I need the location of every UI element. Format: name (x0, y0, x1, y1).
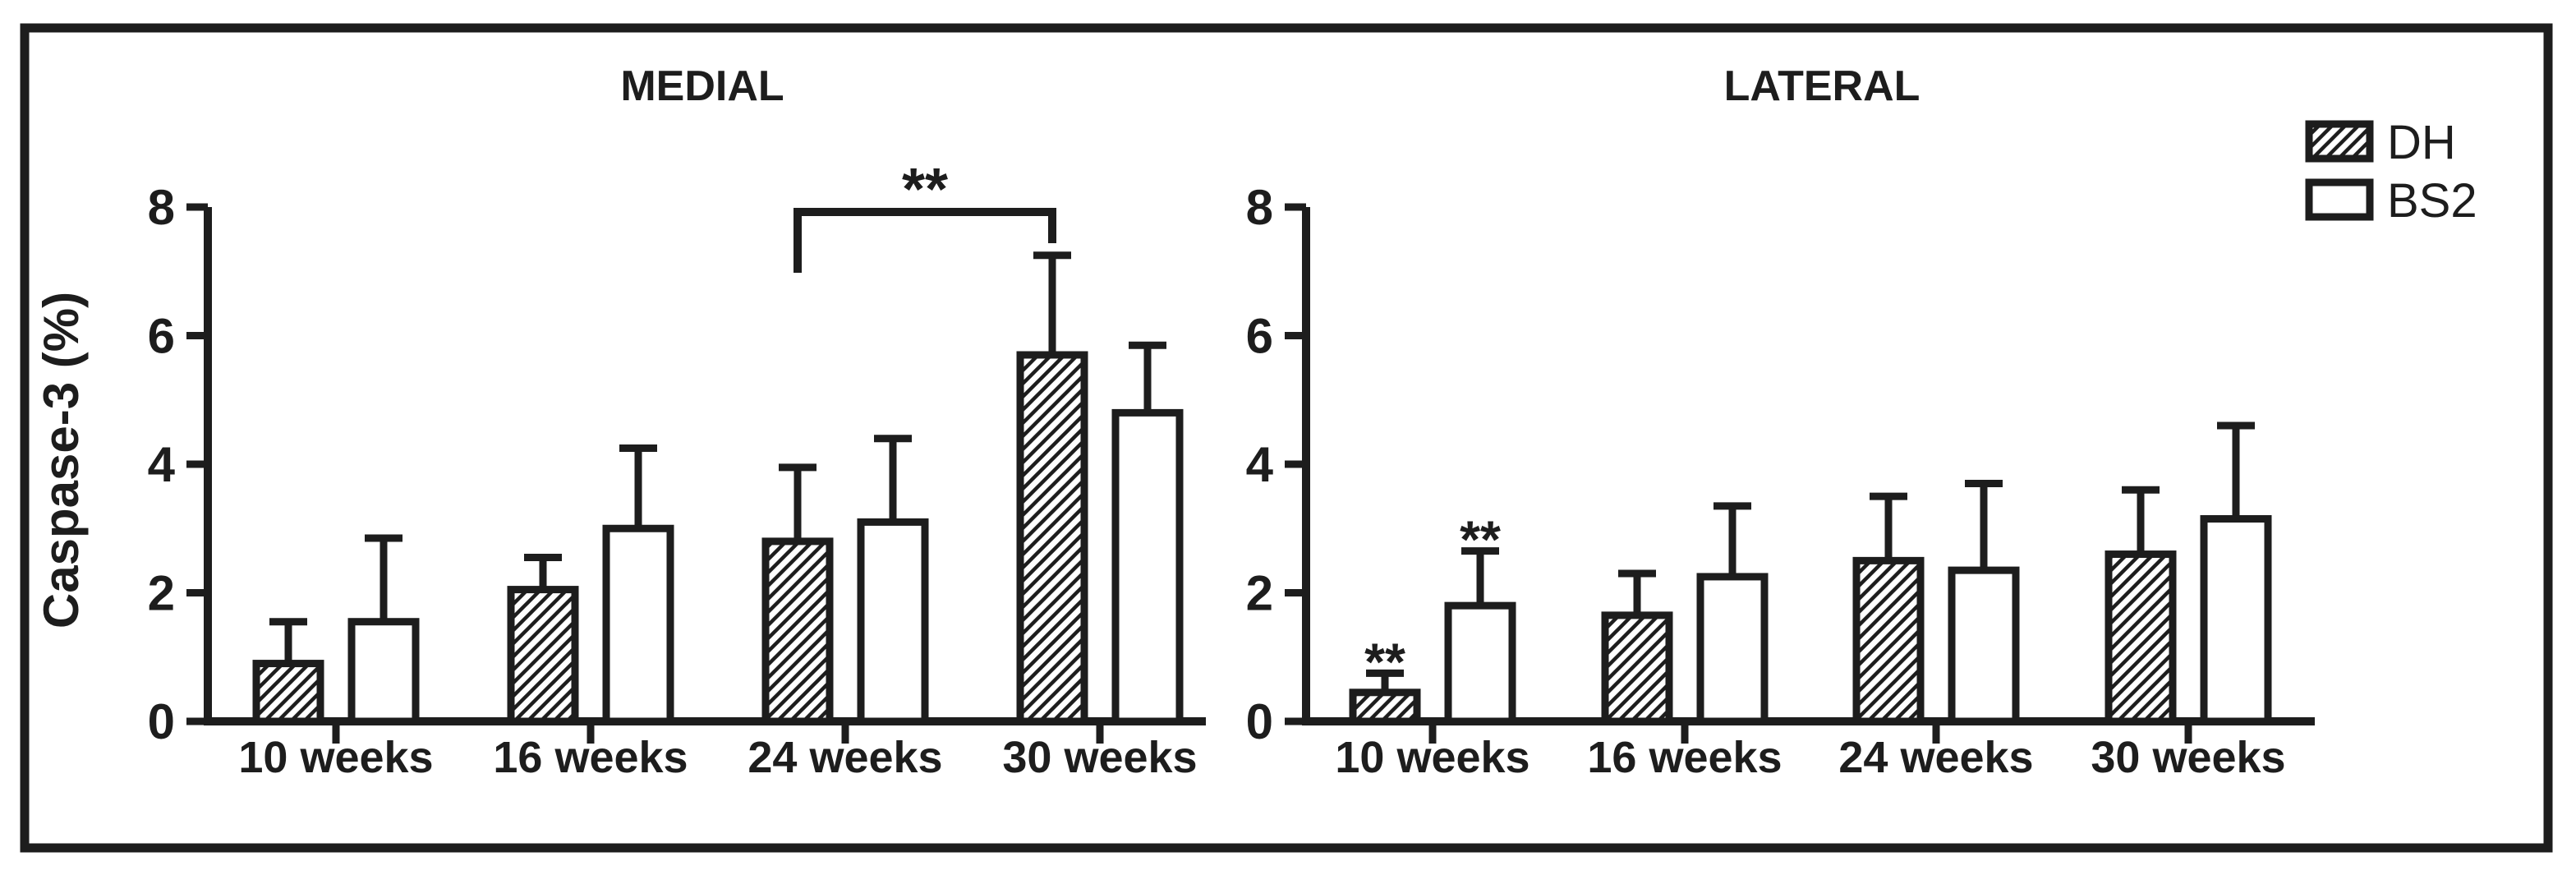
x-tick-label-medial-24-weeks: 24 weeks (748, 733, 942, 782)
significance-bracket-label-medial: ** (902, 157, 948, 223)
bar-medial-dh-16-weeks (507, 586, 579, 725)
bar-medial-bs2-30-weeks (1111, 408, 1184, 725)
error-bar-lateral-bs2-30-weeks (2217, 421, 2255, 519)
legend-swatch-bs2-white-icon (2305, 178, 2374, 221)
x-tick-label-medial-16-weeks: 16 weeks (493, 733, 688, 782)
bar-medial-bs2-10-weeks (347, 618, 420, 725)
error-bar-medial-dh-10-weeks (269, 618, 307, 664)
error-bar-medial-dh-30-weeks (1033, 251, 1071, 355)
significance-star-lateral-dh-0: ** (1364, 632, 1405, 691)
y-tick-label-lateral-0: 0 (1246, 694, 1273, 749)
bar-medial-bs2-24-weeks (857, 518, 929, 725)
significance-bracket-medial (794, 208, 1056, 273)
y-tick-label-lateral-6: 6 (1246, 309, 1273, 364)
y-tick-label-medial-4: 4 (148, 437, 176, 492)
error-bar-medial-bs2-10-weeks (365, 534, 402, 622)
error-bar-medial-dh-24-weeks (779, 463, 816, 541)
figure-border (20, 23, 2553, 853)
x-tick-label-medial-10-weeks: 10 weeks (238, 733, 433, 782)
y-tick-label-medial-6: 6 (148, 309, 175, 364)
panel-lateral: LATERAL 0 2 4 6 8 10 weeks 16 weeks 24 weeks 30 w… (1246, 62, 2315, 782)
legend-label-bs2: BS2 (2387, 174, 2477, 228)
error-bar-medial-bs2-24-weeks (874, 435, 912, 523)
y-tick-label-lateral-4: 4 (1246, 437, 1274, 492)
x-tick-label-lateral-24-weeks: 24 weeks (1838, 733, 2033, 782)
x-tick-label-lateral-30-weeks: 30 weeks (2091, 733, 2285, 782)
bar-medial-dh-24-weeks (761, 537, 834, 725)
error-bar-lateral-dh-16-weeks (1618, 569, 1656, 615)
error-bar-lateral-bs2-16-weeks (1714, 502, 1751, 577)
bar-lateral-dh-10-weeks (1349, 688, 1421, 725)
panel-title-lateral: LATERAL (1724, 62, 1920, 110)
error-bar-medial-dh-16-weeks (524, 553, 562, 590)
y-tick-label-lateral-8: 8 (1246, 180, 1273, 235)
significance-star-lateral-bs2-1: ** (1460, 510, 1501, 569)
x-tick-label-lateral-16-weeks: 16 weeks (1587, 733, 1782, 782)
legend-label-dh: DH (2387, 116, 2456, 169)
bar-lateral-bs2-30-weeks (2200, 515, 2272, 725)
legend-swatch-dh-hatch-icon (2305, 120, 2374, 163)
panel-medial: MEDIAL 0 2 4 6 8 10 weeks 16 weeks 24 weeks 30 we… (148, 62, 1206, 782)
x-tick-label-medial-30-weeks: 30 weeks (1002, 733, 1197, 782)
y-tick-label-medial-8: 8 (148, 180, 175, 235)
x-tick-label-lateral-10-weeks: 10 weeks (1335, 733, 1530, 782)
error-bar-medial-bs2-30-weeks (1129, 341, 1166, 413)
error-bar-lateral-bs2-24-weeks (1965, 479, 2003, 571)
y-axis-label: Caspase-3 (%) (34, 292, 89, 629)
error-bar-lateral-dh-24-weeks (1870, 492, 1907, 561)
error-bar-lateral-bs2-10-weeks (1461, 547, 1499, 606)
y-tick-label-lateral-2: 2 (1246, 566, 1273, 621)
bar-lateral-dh-16-weeks (1601, 611, 1673, 725)
y-tick-label-medial-2: 2 (148, 566, 175, 621)
bar-lateral-bs2-24-weeks (1948, 566, 2020, 725)
bar-lateral-dh-30-weeks (2104, 550, 2177, 725)
error-bar-medial-bs2-16-weeks (619, 444, 657, 529)
bar-lateral-dh-24-weeks (1852, 556, 1925, 725)
panel-title-medial: MEDIAL (620, 62, 784, 110)
bar-medial-dh-30-weeks (1016, 351, 1088, 725)
error-bar-lateral-dh-30-weeks (2122, 486, 2160, 555)
bar-lateral-bs2-10-weeks (1444, 601, 1516, 725)
bar-lateral-bs2-16-weeks (1696, 573, 1769, 725)
bar-medial-dh-10-weeks (252, 660, 324, 725)
y-tick-label-medial-0: 0 (148, 694, 175, 749)
bar-medial-bs2-16-weeks (602, 524, 674, 725)
